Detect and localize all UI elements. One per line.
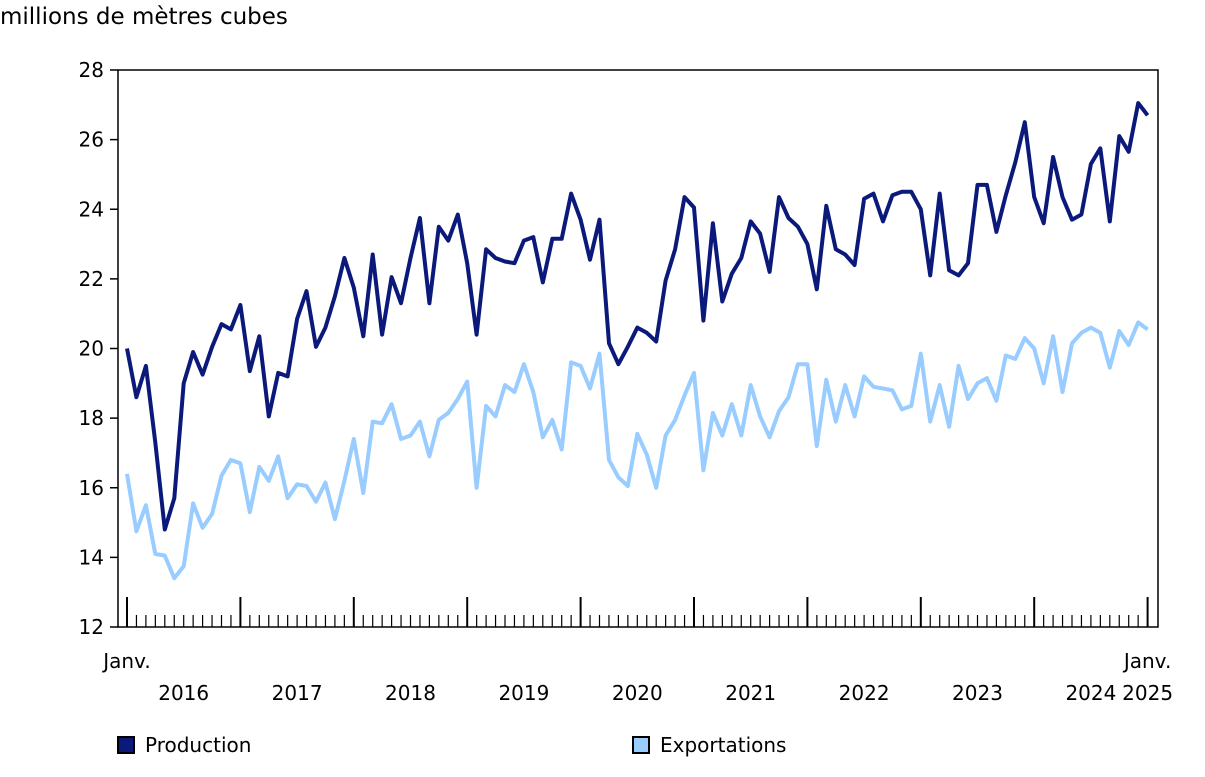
y-tick-label-20: 20 — [79, 337, 104, 361]
year-label-2022: 2022 — [839, 681, 890, 705]
y-axis-unit-label: millions de mètres cubes — [0, 4, 288, 30]
legend-label-exportations: Exportations — [660, 733, 787, 757]
legend-label-production: Production — [145, 733, 252, 757]
year-label-2017: 2017 — [272, 681, 323, 705]
plot-frame — [117, 69, 1159, 628]
y-tick-label-12: 12 — [79, 615, 104, 639]
y-tick-label-18: 18 — [79, 406, 104, 430]
year-label-2023: 2023 — [952, 681, 1003, 705]
y-tick-label-24: 24 — [79, 197, 104, 221]
legend-swatch-production — [117, 736, 135, 754]
year-label-2021: 2021 — [725, 681, 776, 705]
exportations-line — [125, 320, 1149, 581]
y-tick-label-26: 26 — [79, 128, 104, 152]
year-label-2018: 2018 — [385, 681, 436, 705]
legend-item-exportations: Exportations — [632, 733, 786, 757]
y-tick-label-22: 22 — [79, 267, 104, 291]
year-label-2019: 2019 — [498, 681, 549, 705]
year-label-2024: 2024 — [1065, 681, 1116, 705]
legend-item-production: Production — [117, 733, 251, 757]
year-label-2020: 2020 — [612, 681, 663, 705]
x-start-label: Janv. — [101, 649, 150, 673]
x-end-label: Janv. — [1122, 649, 1171, 673]
legend-swatch-exportations — [632, 736, 650, 754]
year-label-2025: 2025 — [1122, 681, 1173, 705]
year-label-2016: 2016 — [158, 681, 209, 705]
y-tick-label-16: 16 — [79, 476, 104, 500]
production-line — [125, 101, 1150, 532]
y-tick-label-28: 28 — [79, 58, 104, 82]
y-tick-label-14: 14 — [79, 545, 104, 569]
